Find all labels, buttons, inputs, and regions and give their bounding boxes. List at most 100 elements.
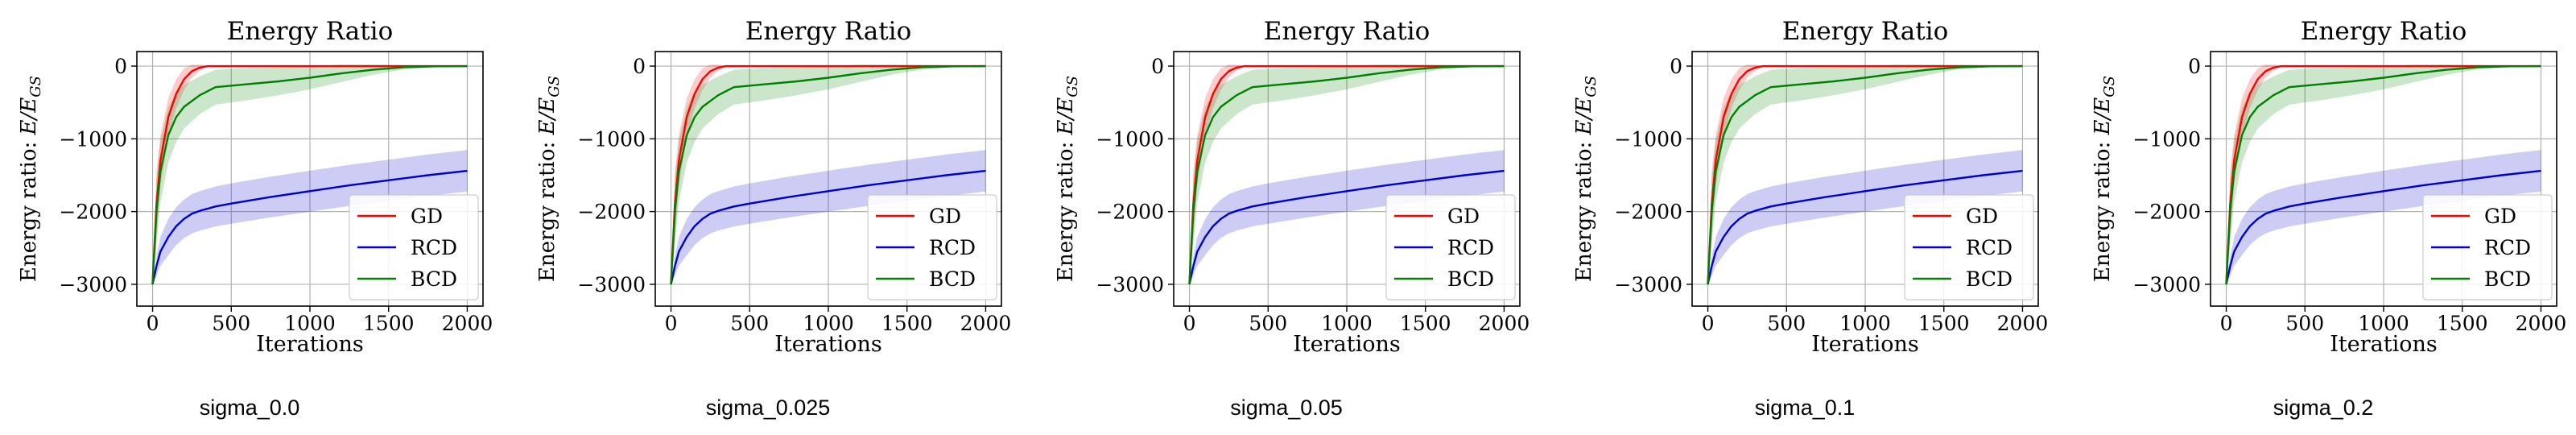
- y-axis-label-prefix: Energy ratio:: [1572, 135, 1596, 282]
- y-tick-label: −1000: [2132, 127, 2201, 151]
- y-axis-label-sub: GS: [546, 76, 563, 97]
- y-axis-label-sub: GS: [2101, 76, 2118, 97]
- y-axis-label: Energy ratio: E/EGS: [1054, 76, 1081, 282]
- x-tick-label: 1000: [2358, 312, 2409, 335]
- series-line-bcd: [1707, 64, 2023, 284]
- legend-label-bcd: BCD: [411, 267, 457, 291]
- chart-panel-0: 0 500 1000 1500 2000 0 −1000 −2000 −3000 Energy R…: [17, 17, 493, 420]
- plot-area: [1707, 64, 2023, 285]
- y-tick-label: −2000: [59, 201, 127, 224]
- chart-title: Energy Ratio: [1264, 17, 1430, 46]
- x-tick-label: 2000: [960, 312, 1012, 335]
- plot-area: [670, 64, 986, 285]
- chart-panel-2: 0 500 1000 1500 2000 0 −1000 −2000 −3000 Energy R…: [1054, 17, 1530, 420]
- x-tick-label: 500: [1767, 312, 1806, 335]
- x-axis-label: Iterations: [1811, 332, 1918, 357]
- x-tick-label: 2000: [1997, 312, 2049, 335]
- x-tick-label: 1000: [1321, 312, 1373, 335]
- y-axis-label-sub: GS: [1583, 76, 1600, 97]
- band-gd: [671, 64, 986, 284]
- band-rcd: [2226, 150, 2541, 284]
- band-gd: [1189, 64, 1505, 284]
- y-tick-label: −2000: [2132, 201, 2201, 224]
- band-bcd: [671, 64, 986, 284]
- y-axis-label-math: E/E: [17, 97, 41, 136]
- x-tick-label: 1500: [2437, 312, 2488, 335]
- x-tick-label: 0: [2220, 312, 2233, 335]
- x-tick-label: 1500: [363, 312, 415, 335]
- y-axis-label-math: E/E: [535, 97, 559, 136]
- x-tick-label: 2000: [1479, 312, 1530, 335]
- legend-label-rcd: RCD: [2484, 236, 2531, 259]
- legend-label-rcd: RCD: [411, 236, 457, 259]
- y-axis-label-sub: GS: [27, 76, 44, 97]
- band-gd: [2226, 64, 2541, 284]
- x-tick-label: 1000: [284, 312, 336, 335]
- legend-frame: [2422, 194, 2553, 300]
- y-tick-label: −2000: [577, 201, 646, 224]
- chart-panel-1: 0 500 1000 1500 2000 0 −1000 −2000 −3000 Energy R…: [535, 17, 1011, 420]
- band-rcd: [1189, 150, 1505, 284]
- x-tick-label: 500: [2285, 312, 2324, 335]
- band-rcd: [1707, 150, 2023, 284]
- y-tick-label: −2000: [1614, 201, 1682, 224]
- series-line-bcd: [1188, 64, 1505, 284]
- y-axis-label-prefix: Energy ratio:: [535, 135, 559, 282]
- legend-frame: [867, 194, 997, 300]
- y-axis-label-math: E/E: [2091, 97, 2115, 136]
- panel-caption: sigma_0.0: [200, 396, 300, 420]
- y-tick-label: −1000: [1096, 127, 1164, 151]
- panel-caption: sigma_0.1: [1755, 396, 1856, 420]
- series-line-bcd: [670, 64, 986, 284]
- legend-label-gd: GD: [2484, 205, 2516, 228]
- band-gd: [152, 64, 468, 284]
- legend-label-gd: GD: [411, 205, 443, 228]
- y-axis-label-prefix: Energy ratio:: [17, 135, 41, 282]
- panel-caption: sigma_0.025: [706, 396, 831, 420]
- legend-label-bcd: BCD: [1447, 267, 1494, 291]
- series-line-rcd: [2225, 169, 2541, 285]
- legend-frame: [349, 194, 479, 300]
- y-tick-label: −3000: [1614, 273, 1682, 296]
- legend-label-bcd: BCD: [1966, 267, 2013, 291]
- series-line-rcd: [1707, 169, 2023, 285]
- band-gd: [1707, 64, 2023, 284]
- legend: GD RCD BCD: [1904, 194, 2034, 300]
- band-bcd: [152, 64, 468, 284]
- band-bcd: [1189, 64, 1505, 284]
- legend-label-rcd: RCD: [1447, 236, 1494, 259]
- x-tick-label: 2000: [2516, 312, 2567, 335]
- band-bcd: [1707, 64, 2023, 284]
- chart-panel-4: 0 500 1000 1500 2000 0 −1000 −2000 −3000 Energy R…: [2091, 17, 2566, 420]
- band-rcd: [152, 150, 468, 284]
- y-axis-label-math: E/E: [1054, 97, 1078, 136]
- y-tick-label: 0: [114, 55, 127, 78]
- series-line-rcd: [1188, 169, 1505, 285]
- y-axis-label: Energy ratio: E/EGS: [535, 76, 563, 282]
- y-axis-label: Energy ratio: E/EGS: [1572, 76, 1600, 282]
- y-tick-label: −1000: [577, 127, 646, 151]
- x-tick-label: 500: [212, 312, 250, 335]
- series-line-bcd: [151, 64, 468, 284]
- y-tick-label: −1000: [1614, 127, 1682, 151]
- series-line-rcd: [151, 169, 468, 285]
- y-axis-label-prefix: Energy ratio:: [2091, 135, 2115, 282]
- legend-label-bcd: BCD: [929, 267, 976, 291]
- legend: GD RCD BCD: [1385, 194, 1516, 300]
- x-tick-label: 0: [665, 312, 678, 335]
- y-tick-label: 0: [1670, 55, 1682, 78]
- legend-frame: [1385, 194, 1516, 300]
- plot-area: [2225, 64, 2541, 285]
- x-tick-label: 1000: [803, 312, 854, 335]
- y-tick-label: 0: [633, 55, 646, 78]
- y-tick-label: −3000: [2132, 273, 2201, 296]
- legend-label-bcd: BCD: [2484, 267, 2531, 291]
- x-axis-label: Iterations: [1293, 332, 1400, 357]
- panel-caption: sigma_0.2: [2273, 396, 2374, 420]
- legend: GD RCD BCD: [2422, 194, 2553, 300]
- legend-frame: [1904, 194, 2034, 300]
- band-bcd: [2226, 64, 2541, 284]
- legend-label-gd: GD: [1447, 205, 1480, 228]
- y-tick-label: −3000: [1096, 273, 1164, 296]
